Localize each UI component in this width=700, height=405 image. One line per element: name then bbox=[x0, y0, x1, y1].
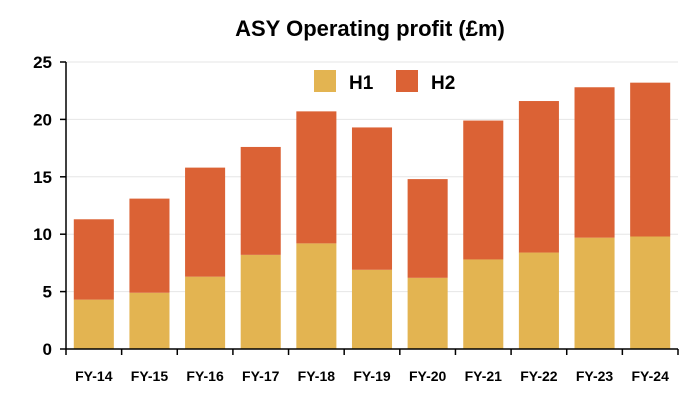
bar-h2-fy-22 bbox=[518, 101, 559, 253]
bar-h1-fy-24 bbox=[630, 236, 671, 349]
y-tick-label: 5 bbox=[43, 283, 52, 302]
bar-h2-fy-21 bbox=[463, 120, 504, 260]
bar-h1-fy-15 bbox=[129, 292, 170, 349]
bars bbox=[73, 82, 671, 349]
bar-h2-fy-23 bbox=[574, 87, 615, 238]
x-tick-label: FY-24 bbox=[632, 368, 670, 384]
bar-h1-fy-22 bbox=[518, 252, 559, 349]
legend: H1 H2 bbox=[314, 70, 455, 94]
axes bbox=[60, 61, 679, 355]
bar-h1-fy-19 bbox=[351, 269, 393, 349]
bar-h2-fy-24 bbox=[630, 82, 671, 237]
bar-h1-fy-18 bbox=[296, 243, 337, 349]
bar-h2-fy-16 bbox=[185, 167, 226, 277]
y-tick-label: 0 bbox=[43, 340, 52, 359]
x-tick-label: FY-21 bbox=[465, 368, 503, 384]
x-tick-label: FY-14 bbox=[75, 368, 113, 384]
chart-title: ASY Operating profit (£m) bbox=[235, 16, 505, 41]
x-tick-labels: FY-14 FY-15 FY-16 FY-17 FY-18 FY-19 FY-20 FY-21… bbox=[75, 368, 669, 384]
y-tick-label: 10 bbox=[33, 225, 52, 244]
bar-h2-fy-20 bbox=[407, 179, 448, 278]
bar-h2-fy-17 bbox=[240, 146, 281, 255]
x-tick-label: FY-18 bbox=[298, 368, 336, 384]
legend-swatch-h2 bbox=[396, 70, 418, 92]
bar-h2-fy-14 bbox=[73, 219, 114, 300]
y-tick-label: 15 bbox=[33, 168, 52, 187]
legend-label-h2: H2 bbox=[431, 73, 455, 94]
bar-h1-fy-23 bbox=[574, 237, 615, 349]
bar-h1-fy-16 bbox=[185, 276, 226, 349]
x-tick-label: FY-19 bbox=[353, 368, 391, 384]
bar-h1-fy-14 bbox=[73, 299, 114, 349]
bar-h1-fy-20 bbox=[407, 277, 448, 349]
bar-h1-fy-21 bbox=[463, 259, 504, 349]
legend-label-h1: H1 bbox=[349, 73, 374, 94]
x-tick-label: FY-23 bbox=[576, 368, 614, 384]
x-tick-label: FY-15 bbox=[131, 368, 169, 384]
y-tick-label: 20 bbox=[33, 110, 52, 129]
bar-h2-fy-15 bbox=[129, 198, 170, 293]
x-tick-label: FY-17 bbox=[242, 368, 280, 384]
bar-h1-fy-17 bbox=[240, 254, 281, 349]
legend-swatch-h1 bbox=[314, 70, 336, 92]
y-tick-labels: 0 5 10 15 20 25 bbox=[33, 53, 52, 359]
bar-h2-fy-19 bbox=[351, 127, 393, 270]
bar-h2-fy-18 bbox=[296, 111, 337, 244]
x-tick-label: FY-22 bbox=[520, 368, 558, 384]
x-tick-label: FY-20 bbox=[409, 368, 447, 384]
x-tick-label: FY-16 bbox=[186, 368, 224, 384]
y-tick-label: 25 bbox=[33, 53, 52, 72]
